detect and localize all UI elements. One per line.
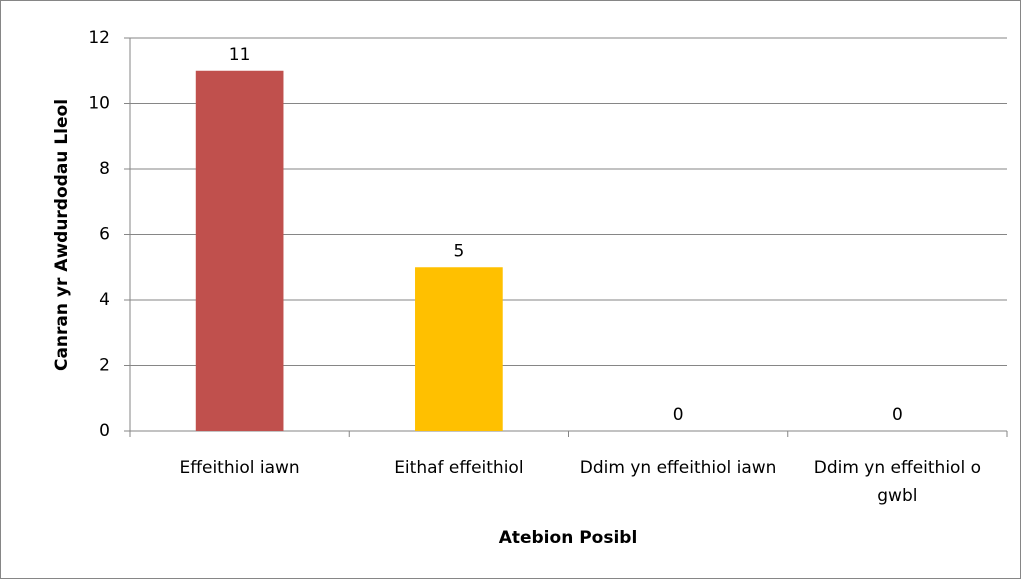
x-tick-label-line: Effeithiol iawn — [180, 458, 300, 478]
x-tick-label: Ddim yn effeithiol iawn — [580, 458, 777, 478]
data-label: 0 — [673, 405, 684, 425]
y-tick-label: 6 — [99, 225, 110, 245]
x-tick-label: Ddim yn effeithiol o gwbl — [814, 458, 981, 506]
x-axis-title: Atebion Posibl — [499, 528, 638, 548]
bar — [195, 70, 284, 431]
y-tick-label: 2 — [99, 356, 110, 376]
bar — [415, 267, 503, 431]
x-tick-label-line: Eithaf effeithiol — [394, 458, 523, 478]
data-label: 0 — [892, 405, 903, 425]
y-tick-label: 4 — [99, 290, 110, 310]
x-tick-label: Eithaf effeithiol — [394, 458, 523, 478]
y-tick-label: 8 — [99, 159, 110, 179]
y-tick-label: 10 — [88, 94, 110, 114]
y-tick-label: 12 — [88, 28, 110, 48]
data-label: 11 — [229, 45, 251, 65]
y-tick-label: 0 — [99, 421, 110, 441]
x-tick-label-line: Ddim yn effeithiol o — [814, 458, 981, 478]
x-tick-label: Effeithiol iawn — [180, 458, 300, 478]
x-tick-label-line: Ddim yn effeithiol iawn — [580, 458, 777, 478]
x-tick-label-line: gwbl — [877, 486, 917, 506]
data-label: 5 — [453, 241, 464, 261]
y-axis-title: Canran yr Awdurdodau Lleol — [52, 99, 72, 371]
